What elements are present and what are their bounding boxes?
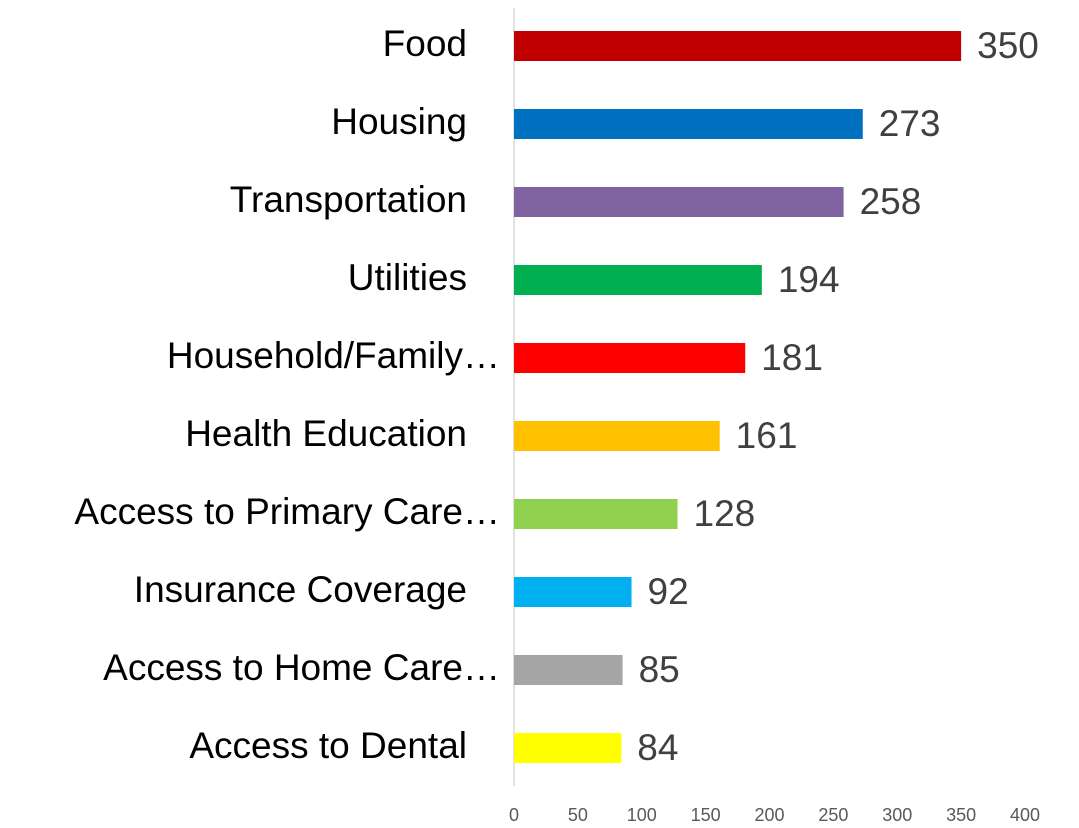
x-tick-label: 200 (754, 805, 784, 825)
value-label: 84 (637, 727, 678, 768)
bar (514, 109, 863, 139)
bar (514, 31, 962, 61)
category-label: Utilities (348, 257, 467, 298)
bar (514, 499, 678, 529)
category-label: Transportation (230, 179, 467, 220)
x-tick-label: 300 (882, 805, 912, 825)
bar (514, 187, 844, 217)
category-label: Housing (331, 101, 467, 142)
x-tick-label: 50 (568, 805, 588, 825)
bar (514, 577, 632, 607)
value-label: 92 (648, 571, 689, 612)
value-label: 273 (879, 103, 941, 144)
bar (514, 265, 762, 295)
bar (514, 343, 746, 373)
x-tick-label: 350 (946, 805, 976, 825)
category-label: Food (383, 23, 467, 64)
value-label: 194 (778, 259, 840, 300)
value-label: 128 (694, 493, 756, 534)
value-label: 161 (736, 415, 798, 456)
bar (514, 421, 720, 451)
x-tick-label: 0 (509, 805, 519, 825)
category-label: Access to Home Care… (103, 647, 500, 688)
value-label: 181 (761, 337, 823, 378)
value-label: 258 (860, 181, 922, 222)
x-tick-label: 400 (1010, 805, 1040, 825)
category-label: Household/Family… (167, 335, 500, 376)
value-label: 85 (639, 649, 680, 690)
bar (514, 655, 623, 685)
x-tick-label: 100 (627, 805, 657, 825)
category-label: Access to Primary Care… (74, 491, 500, 532)
value-label: 350 (977, 25, 1039, 66)
category-label: Access to Dental (189, 725, 467, 766)
category-label: Insurance Coverage (134, 569, 467, 610)
x-tick-label: 150 (691, 805, 721, 825)
x-tick-label: 250 (818, 805, 848, 825)
category-label: Health Education (185, 413, 467, 454)
bar (514, 733, 622, 763)
